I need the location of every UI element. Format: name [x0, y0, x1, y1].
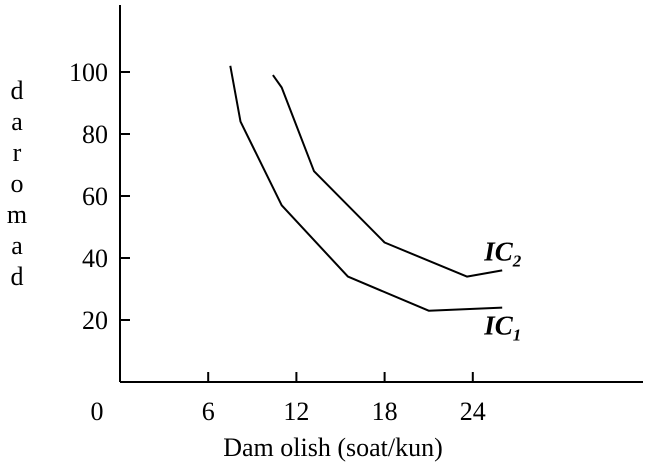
- x-tick-label-12: 12: [283, 397, 309, 426]
- x-ticks: 6 12 18 24: [202, 372, 486, 426]
- x-tick-label-6: 6: [202, 397, 215, 426]
- x-tick-label-24: 24: [460, 397, 486, 426]
- x-axis-title: Dam olish (soat/kun): [223, 433, 443, 462]
- curve-ic1: [229, 65, 503, 312]
- x-origin-label: 0: [91, 397, 104, 426]
- y-axis-title-letter: m: [7, 200, 27, 229]
- y-tick-label-20: 20: [82, 306, 108, 335]
- series-labels: IC1 IC2: [483, 236, 522, 344]
- y-axis-title-letter: r: [13, 138, 22, 167]
- curves: [229, 65, 503, 312]
- y-axis-title-letter: d: [11, 262, 24, 291]
- y-ticks: 20 40 60 80 100: [69, 58, 130, 335]
- x-tick-label-18: 18: [372, 397, 398, 426]
- y-tick-label-80: 80: [82, 120, 108, 149]
- series-label-subscript: 1: [513, 326, 522, 345]
- y-tick-label-100: 100: [69, 58, 108, 87]
- y-axis-title-letter: o: [11, 169, 24, 198]
- y-axis-title-letter: a: [11, 231, 23, 260]
- y-axis-title-letter: a: [11, 107, 23, 136]
- y-tick-label-60: 60: [82, 182, 108, 211]
- series-label-ic1: IC1: [483, 311, 521, 345]
- series-label-ic2: IC2: [483, 236, 522, 270]
- series-label-subscript: 2: [512, 251, 522, 270]
- y-axis-title-letter: d: [11, 76, 24, 105]
- y-tick-label-40: 40: [82, 244, 108, 273]
- curve-ic2: [272, 74, 503, 278]
